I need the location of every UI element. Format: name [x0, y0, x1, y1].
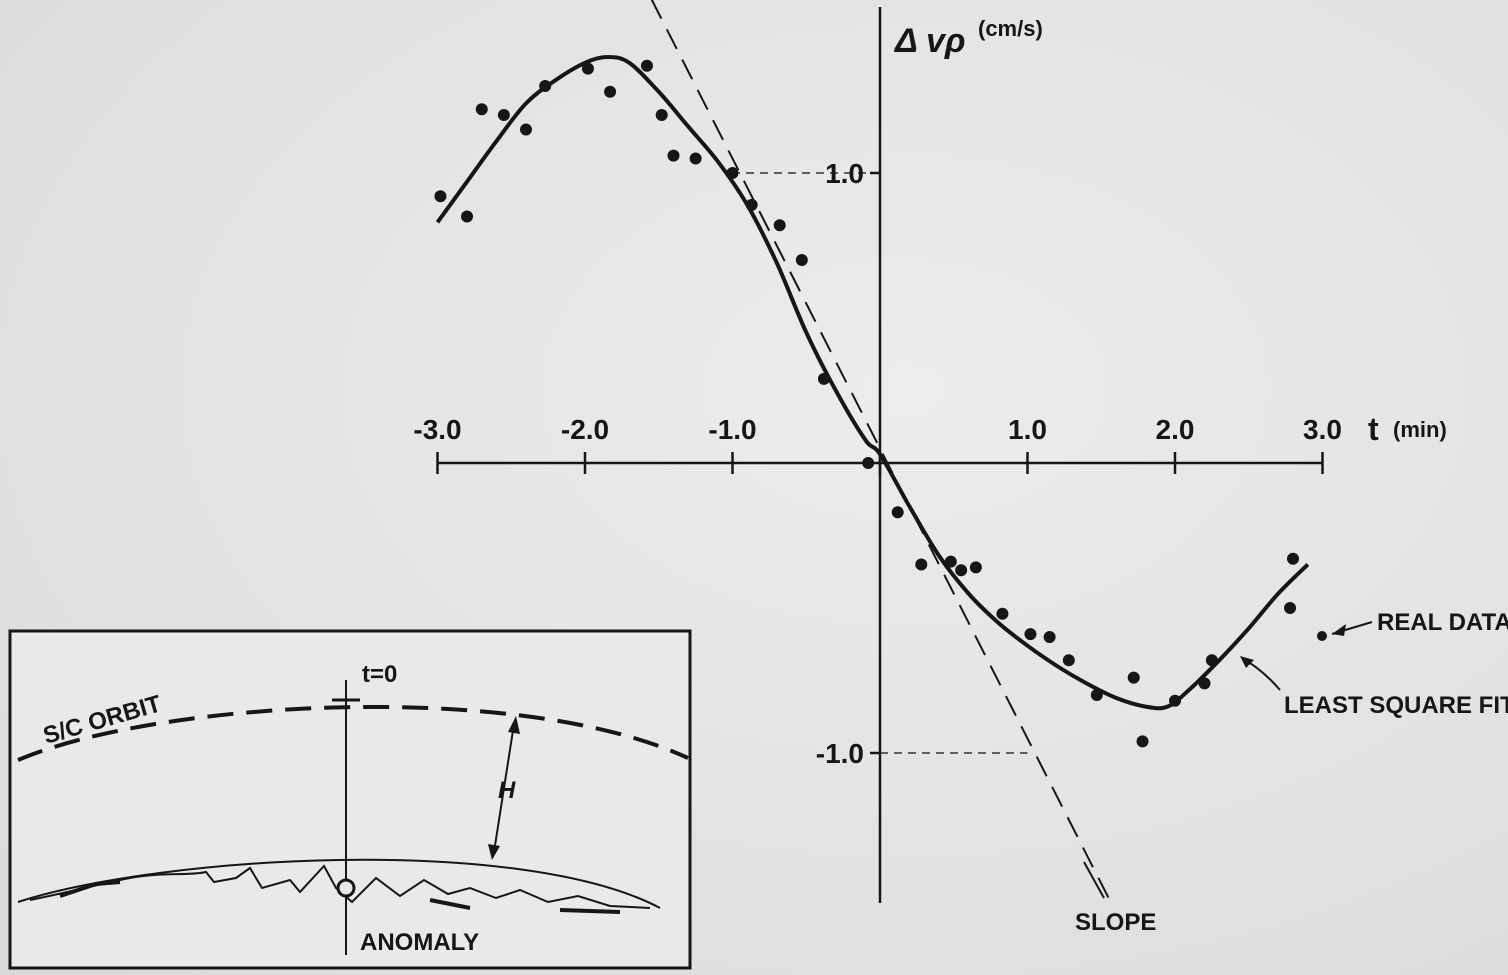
data-point [969, 561, 982, 574]
data-point [497, 109, 510, 121]
data-point [795, 254, 808, 266]
x-tick-label: -1.0 [708, 414, 756, 445]
real-data-annotation: REAL DATA [1377, 609, 1508, 636]
height-label: H [498, 777, 516, 804]
data-point [1090, 689, 1103, 701]
data-point [891, 506, 904, 519]
orbit-inset: t=0 S/C ORBIT ANOMALY H [8, 629, 692, 970]
data-point [1198, 677, 1211, 690]
anomaly-marker [336, 878, 356, 898]
data-point [817, 372, 830, 385]
y-axis-label: Δ vρ [893, 22, 966, 60]
data-point [581, 62, 594, 75]
real-data-arrow [1317, 621, 1373, 641]
fit-curve [435, 55, 1310, 711]
slope-annotation: SLOPE [1075, 909, 1156, 936]
least-square-fit-annotation: LEAST SQUARE FIT [1284, 692, 1508, 719]
data-point [1169, 694, 1181, 707]
x-tick-label: -3.0 [413, 414, 461, 445]
data-point [539, 80, 552, 92]
y-tick-label: -1.0 [816, 738, 864, 769]
x-tick-label: 1.0 [1008, 414, 1047, 445]
data-point [1043, 631, 1056, 643]
data-point [1136, 735, 1149, 748]
least-square-fit-arrow [1240, 656, 1281, 691]
x-tick-label: -2.0 [561, 414, 609, 445]
data-point [1284, 602, 1297, 614]
x-tick-label: 3.0 [1303, 414, 1342, 445]
y-axis-unit: (cm/s) [978, 16, 1043, 41]
data-point [862, 457, 875, 469]
data-point [640, 59, 653, 72]
data-point [1127, 671, 1140, 684]
fit-curve-group [435, 55, 1310, 711]
data-point [1287, 552, 1299, 565]
data-point [1024, 628, 1037, 641]
data-point [1205, 654, 1218, 667]
t0-label: t=0 [362, 661, 397, 688]
guide-lines [732, 172, 1028, 754]
inset-frame [8, 629, 692, 970]
height-arrow [488, 716, 520, 860]
data-point [655, 109, 668, 121]
data-point [745, 198, 758, 211]
data-points-group [434, 59, 1299, 748]
x-axis-unit: (min) [1393, 417, 1447, 442]
data-point [520, 123, 532, 136]
data-point [726, 167, 739, 179]
x-axis-label: t [1368, 411, 1379, 447]
data-point [944, 555, 957, 568]
data-point [475, 103, 488, 116]
terrain-shading [59, 880, 621, 914]
data-point [667, 149, 680, 162]
real-data-legend-point [1317, 631, 1327, 641]
slope-annotation-leader [1083, 861, 1105, 899]
data-point [689, 152, 702, 165]
anomaly-label: ANOMALY [360, 929, 479, 956]
x-tick-label: 2.0 [1156, 414, 1195, 445]
orbit-path [17, 704, 689, 762]
data-point [461, 210, 473, 223]
y-tick-label: 1.0 [825, 158, 864, 189]
data-point [773, 219, 786, 232]
data-point [955, 564, 968, 577]
data-point [1062, 654, 1075, 667]
data-point [996, 607, 1009, 620]
data-point [915, 558, 928, 571]
data-point [604, 85, 617, 98]
data-point [434, 190, 447, 203]
